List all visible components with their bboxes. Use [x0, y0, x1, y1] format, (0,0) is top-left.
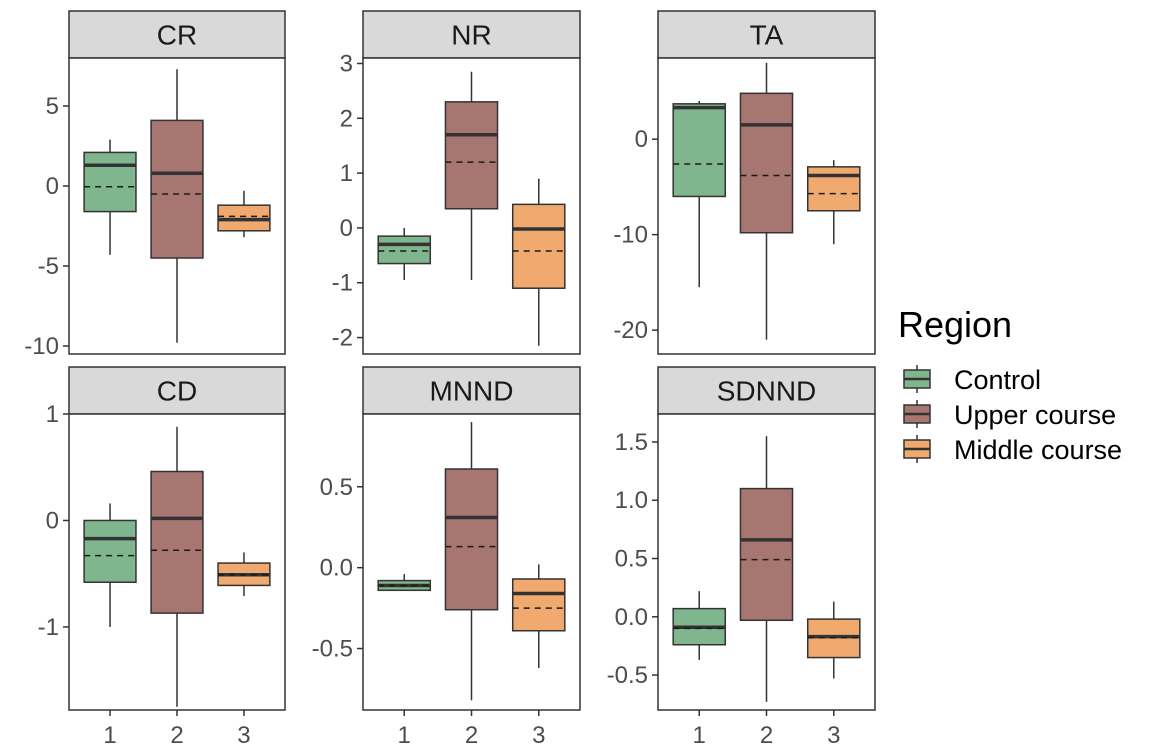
box-upper-course [444, 71, 499, 280]
box-upper-course [739, 436, 794, 702]
box-middle-course [511, 564, 566, 668]
strip-label: SDNND [717, 376, 817, 407]
box-body [150, 119, 204, 259]
panel-sdnnd: SDNND 1.5 1.0 0.5 0.0 -0.5 1 2 3 [607, 366, 876, 747]
x-tick-label: 3 [237, 722, 250, 747]
strip-label: TA [750, 20, 784, 51]
legend-key-control: Control [903, 365, 1041, 395]
strip-background [68, 366, 286, 415]
y-tick-label: 1 [340, 160, 353, 187]
box-body [83, 151, 137, 213]
y-tick-label: 0.0 [320, 555, 353, 582]
x-tick-label: 2 [465, 722, 478, 747]
box-upper-course [150, 426, 204, 707]
box-control [83, 503, 137, 627]
y-tick-label: -1 [38, 614, 59, 641]
strip-background [68, 10, 286, 59]
box-body [83, 519, 137, 583]
y-tick-label: 5 [46, 93, 59, 120]
strip-label: CD [157, 376, 197, 407]
box-middle-course [511, 178, 566, 346]
legend: Region Control Upper course Middle course [898, 304, 1122, 465]
panel-nr: NR 3 2 1 0 -1 -2 [332, 10, 581, 355]
legend-title: Region [898, 304, 1012, 345]
box-control [672, 100, 727, 288]
box-middle-course [806, 160, 861, 245]
box-body [444, 468, 499, 611]
box-body [377, 235, 432, 265]
panel-border [362, 57, 581, 355]
strip-background [657, 10, 876, 59]
box-upper-course [444, 422, 499, 701]
y-tick-label: -1 [332, 270, 353, 297]
y-tick-label: -20 [613, 317, 648, 344]
y-tick-label: -10 [24, 333, 59, 360]
box-body [672, 103, 727, 198]
y-tick-label: -2 [332, 325, 353, 352]
box-body [511, 203, 566, 289]
y-tick-label: -0.5 [607, 662, 648, 689]
x-tick-label: 1 [398, 722, 411, 747]
panel-ta: TA 0 -10 -20 [613, 10, 876, 355]
box-upper-course [739, 62, 794, 340]
y-tick-label: -10 [613, 222, 648, 249]
strip-label: MNND [430, 376, 514, 407]
box-body [739, 487, 794, 622]
y-tick-label: -0.5 [312, 636, 353, 663]
y-tick-label: 1.5 [615, 429, 648, 456]
x-tick-label: 2 [170, 722, 183, 747]
strip-background [362, 10, 581, 59]
legend-key-middle-course: Middle course [903, 435, 1122, 465]
y-tick-label: 0 [46, 507, 59, 534]
box-body [806, 166, 861, 212]
box-body [150, 470, 204, 614]
strip-background [657, 366, 876, 415]
y-tick-label: 0 [635, 126, 648, 153]
y-tick-label: 1 [46, 401, 59, 428]
x-tick-label: 2 [760, 722, 773, 747]
strip-label: CR [157, 20, 197, 51]
panel-cd: CD 1 0 -1 1 2 3 [38, 366, 286, 747]
legend-label: Upper course [954, 400, 1116, 430]
x-tick-label: 3 [532, 722, 545, 747]
y-tick-label: 3 [340, 50, 353, 77]
box-body [444, 101, 499, 210]
legend-label: Control [954, 365, 1041, 395]
y-tick-label: 0 [340, 215, 353, 242]
x-tick-label: 1 [103, 722, 116, 747]
box-middle-course [806, 601, 861, 679]
box-upper-course [150, 69, 204, 343]
y-tick-label: -5 [38, 253, 59, 280]
y-tick-label: 0.5 [320, 474, 353, 501]
box-middle-course [217, 190, 271, 238]
box-body [739, 92, 794, 234]
panel-border [657, 57, 876, 355]
panel-mnnd: MNND 0.5 0.0 -0.5 1 2 3 [312, 366, 581, 747]
y-tick-label: 0.5 [615, 546, 648, 573]
y-tick-label: 0 [46, 173, 59, 200]
box-control [377, 227, 432, 280]
box-body [511, 578, 566, 632]
box-control [672, 591, 727, 660]
box-control [83, 139, 137, 255]
y-tick-label: 1.0 [615, 487, 648, 514]
strip-label: NR [451, 20, 491, 51]
legend-label: Middle course [954, 435, 1122, 465]
x-tick-label: 3 [827, 722, 840, 747]
y-tick-label: 0.0 [615, 604, 648, 631]
y-tick-label: 2 [340, 105, 353, 132]
panel-cr: CR 5 0 -5 -10 [24, 10, 286, 360]
box-middle-course [217, 552, 271, 597]
legend-key-upper-course: Upper course [903, 400, 1116, 430]
panel-border [68, 57, 286, 355]
box-control [377, 574, 432, 592]
x-tick-label: 1 [693, 722, 706, 747]
